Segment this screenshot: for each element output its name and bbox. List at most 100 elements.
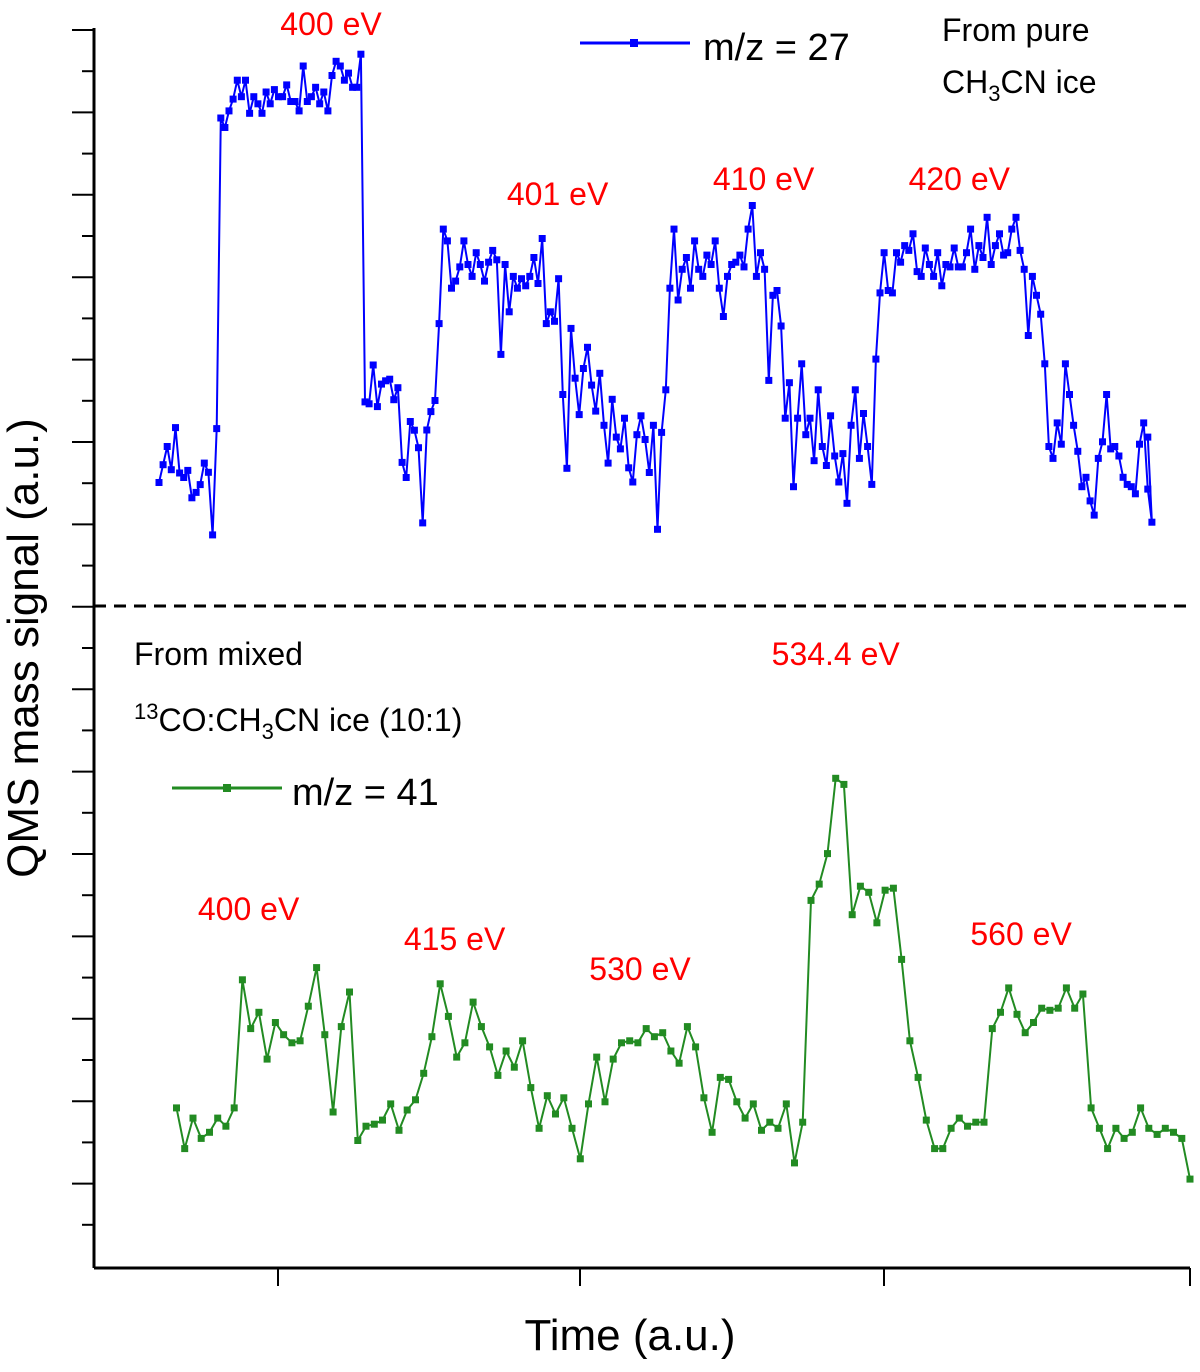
- data-point: [303, 98, 311, 105]
- data-point: [658, 428, 666, 436]
- data-point: [423, 426, 431, 434]
- data-point: [394, 384, 402, 392]
- data-point: [1120, 1134, 1128, 1142]
- data-point: [427, 408, 435, 416]
- y-axis-title: QMS mass signal (a.u.): [0, 418, 48, 878]
- data-point: [1095, 1124, 1103, 1132]
- data-point: [192, 488, 200, 496]
- data-point: [526, 272, 534, 280]
- data-point: [502, 1047, 510, 1055]
- data-point: [406, 418, 414, 425]
- data-point: [362, 1122, 370, 1130]
- data-point: [761, 265, 769, 273]
- data-point: [552, 1110, 559, 1118]
- data-point: [538, 235, 546, 242]
- data-point: [608, 395, 616, 403]
- data-point: [163, 443, 171, 450]
- data-point: [604, 459, 612, 467]
- data-point: [443, 237, 451, 245]
- data-point: [592, 407, 600, 415]
- data-point: [370, 1120, 378, 1128]
- data-point: [365, 400, 373, 408]
- y-ticks: [72, 29, 94, 1226]
- data-point: [213, 425, 221, 433]
- data-point: [172, 424, 179, 432]
- data-point: [818, 443, 826, 450]
- data-point: [991, 242, 999, 250]
- data-point: [543, 1092, 551, 1100]
- data-point: [1004, 249, 1012, 257]
- data-point: [435, 320, 443, 328]
- data-point: [206, 1128, 213, 1136]
- data-point: [1136, 440, 1143, 448]
- data-point: [728, 261, 736, 268]
- data-point: [354, 1137, 362, 1144]
- data-point: [1074, 447, 1082, 455]
- data-point: [576, 1155, 584, 1163]
- data-point: [667, 1047, 675, 1055]
- data-point: [395, 1126, 403, 1134]
- series-top: [155, 50, 1156, 539]
- data-point: [633, 431, 641, 439]
- data-point: [777, 322, 785, 330]
- data-point: [312, 83, 320, 91]
- data-point: [535, 1124, 543, 1132]
- data-point: [955, 1114, 963, 1122]
- data-point: [600, 421, 608, 429]
- data-point: [476, 261, 484, 268]
- data-point: [464, 261, 472, 268]
- data-point: [1086, 497, 1094, 505]
- data-point: [840, 780, 848, 788]
- data-point: [200, 459, 208, 467]
- series-line: [158, 54, 1153, 535]
- data-point: [725, 1075, 733, 1083]
- data-point: [357, 50, 365, 58]
- data-point: [1030, 1019, 1037, 1026]
- data-point: [691, 237, 699, 245]
- data-point: [905, 246, 913, 254]
- data-point: [596, 369, 604, 377]
- data-point: [975, 242, 983, 250]
- data-point: [1094, 454, 1102, 462]
- data-point: [711, 237, 719, 245]
- data-point: [485, 258, 493, 266]
- data-point: [567, 324, 575, 332]
- data-point: [781, 414, 789, 422]
- data-point: [489, 246, 497, 254]
- data-point: [584, 343, 591, 351]
- data-point: [901, 242, 909, 250]
- series-line: [175, 776, 1191, 1180]
- data-point: [1112, 1124, 1120, 1132]
- data-point: [519, 1037, 527, 1045]
- data-point: [1186, 1175, 1194, 1183]
- data-point: [757, 249, 764, 257]
- data-point: [707, 261, 715, 268]
- data-point: [439, 225, 447, 233]
- data-point: [246, 109, 254, 117]
- data-point: [324, 107, 332, 115]
- data-point: [687, 284, 694, 292]
- data-point: [176, 469, 184, 477]
- data-point: [996, 230, 1003, 238]
- data-point: [398, 458, 406, 466]
- x-ticks: [277, 1268, 1191, 1286]
- data-point: [1140, 419, 1148, 427]
- data-point: [806, 414, 814, 422]
- data-point: [744, 225, 752, 233]
- annotation-top-line1: From pure: [942, 12, 1090, 48]
- data-point: [534, 280, 542, 287]
- data-point: [1111, 443, 1119, 450]
- data-point: [752, 272, 760, 280]
- data-point: [167, 466, 175, 474]
- data-point: [159, 461, 167, 469]
- data-point: [155, 479, 163, 486]
- data-point: [773, 287, 781, 294]
- series-bottom: [173, 774, 1194, 1183]
- data-point: [601, 1098, 609, 1106]
- data-point: [848, 911, 856, 919]
- data-point: [790, 483, 797, 491]
- data-point: [509, 272, 517, 280]
- data-point: [505, 308, 513, 316]
- legend-marker-top: [630, 39, 638, 47]
- data-point: [1079, 990, 1087, 998]
